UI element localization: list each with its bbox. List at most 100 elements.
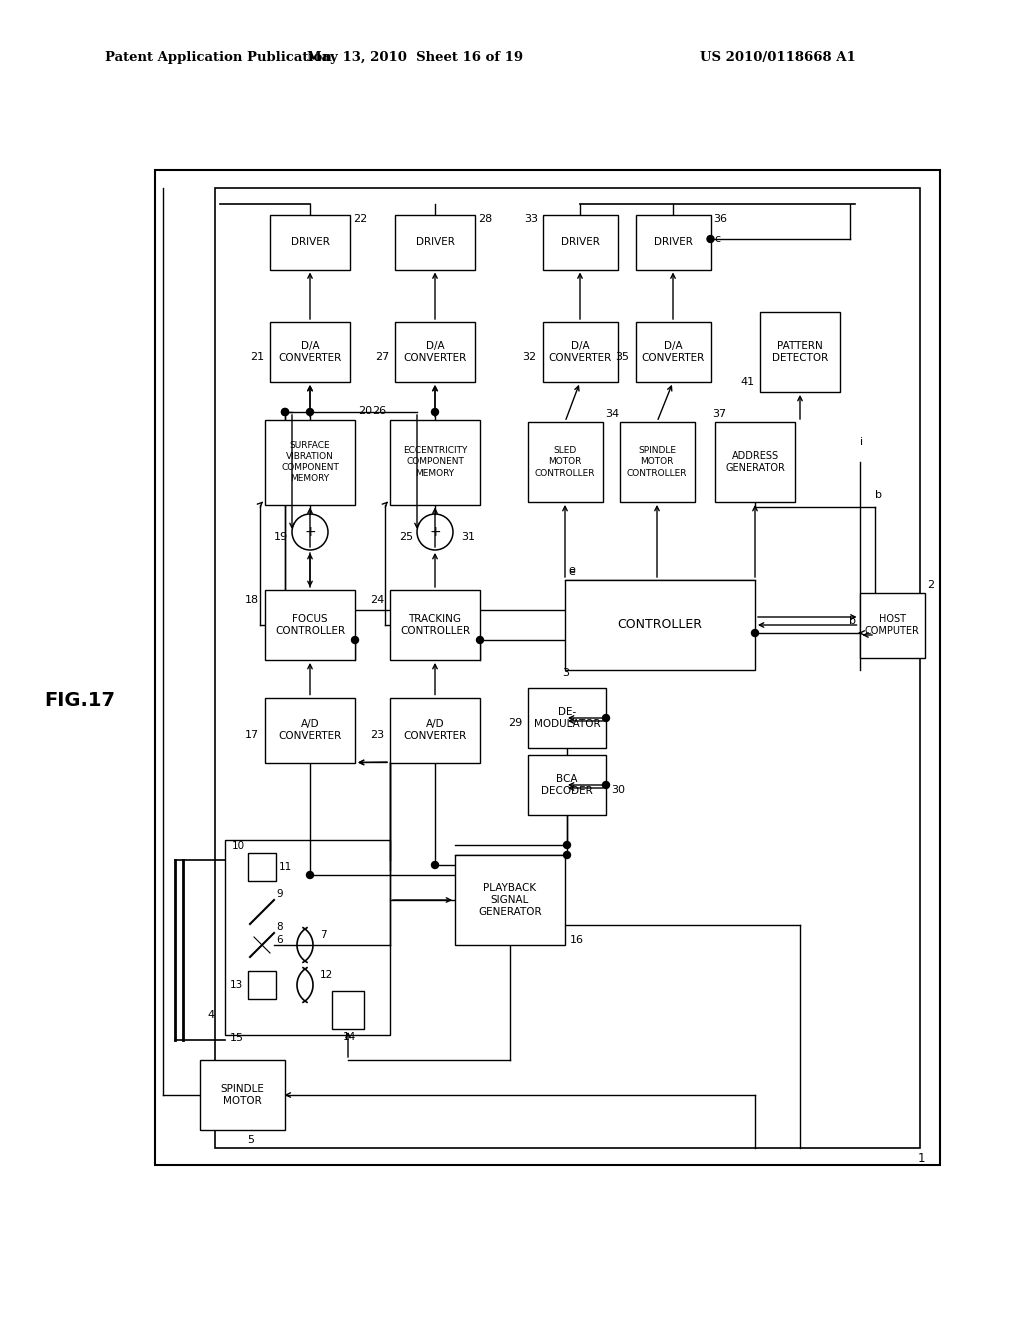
Text: 30: 30 [611,785,625,795]
Circle shape [351,636,358,644]
Text: 3: 3 [562,668,569,678]
Circle shape [563,851,570,858]
Text: PATTERN
DETECTOR: PATTERN DETECTOR [772,341,828,363]
Text: DRIVER: DRIVER [560,238,599,247]
Bar [543,322,617,381]
Bar [636,322,711,381]
Text: DRIVER: DRIVER [291,238,330,247]
Circle shape [431,408,438,416]
Circle shape [476,636,483,644]
Text: 5: 5 [247,1135,254,1144]
Text: 18: 18 [245,595,259,605]
Text: c: c [715,234,721,244]
Bar [395,214,475,269]
Circle shape [282,408,289,416]
Text: CONTROLLER: CONTROLLER [617,619,702,631]
Text: i: i [860,437,863,447]
Text: +: + [429,525,440,539]
Text: SLED
MOTOR
CONTROLLER: SLED MOTOR CONTROLLER [535,446,595,478]
Bar [636,214,711,269]
Bar [395,322,475,381]
Text: HOST
COMPUTER: HOST COMPUTER [864,614,920,636]
Text: D/A
CONVERTER: D/A CONVERTER [641,341,705,363]
Circle shape [282,408,289,416]
Text: 6: 6 [276,935,283,945]
Text: 14: 14 [343,1032,356,1041]
Text: 23: 23 [370,730,384,741]
Bar [760,312,840,392]
Text: e: e [568,568,574,577]
Text: SPINDLE
MOTOR
CONTROLLER: SPINDLE MOTOR CONTROLLER [627,446,687,478]
Text: TRACKING
CONTROLLER: TRACKING CONTROLLER [400,614,470,636]
Text: 34: 34 [605,409,620,418]
Bar [715,422,795,502]
Bar [390,590,480,660]
Text: 10: 10 [231,841,245,851]
Text: A/D
CONVERTER: A/D CONVERTER [279,719,342,742]
Text: A/D
CONVERTER: A/D CONVERTER [403,719,467,742]
Text: D/A
CONVERTER: D/A CONVERTER [403,341,467,363]
Text: 24: 24 [370,595,384,605]
Text: b: b [850,616,856,626]
Text: 27: 27 [375,352,389,362]
Text: SPINDLE
MOTOR: SPINDLE MOTOR [220,1084,264,1106]
Text: 35: 35 [615,352,630,362]
Text: 25: 25 [399,532,413,543]
Text: 28: 28 [478,214,493,224]
Bar [528,688,606,748]
Text: Patent Application Publication: Patent Application Publication [105,51,332,65]
Text: DE-
MODULATOR: DE- MODULATOR [534,706,600,729]
Bar [543,214,617,269]
Bar [215,187,920,1148]
Text: DRIVER: DRIVER [653,238,692,247]
Bar [270,322,350,381]
Bar [265,420,355,504]
Bar [455,855,565,945]
Bar [620,422,694,502]
Text: DRIVER: DRIVER [416,238,455,247]
Text: 36: 36 [714,214,727,224]
Bar [248,972,276,999]
Text: 33: 33 [524,214,539,224]
Text: SURFACE
VIBRATION
COMPONENT
MEMORY: SURFACE VIBRATION COMPONENT MEMORY [281,441,339,483]
Bar [225,840,390,1035]
Bar [200,1060,285,1130]
Text: 32: 32 [522,352,537,362]
Text: 31: 31 [461,532,475,543]
Text: 19: 19 [274,532,288,543]
Bar [528,755,606,814]
Text: 11: 11 [279,862,292,873]
Circle shape [431,862,438,869]
Text: 8: 8 [276,921,283,932]
Text: 20: 20 [358,407,372,417]
Circle shape [752,630,759,636]
Text: 16: 16 [570,935,584,945]
Text: 7: 7 [319,931,327,940]
Text: PLAYBACK
SIGNAL
GENERATOR: PLAYBACK SIGNAL GENERATOR [478,883,542,917]
Text: 22: 22 [353,214,368,224]
Bar [390,420,480,504]
Text: e: e [568,565,574,576]
Text: +: + [304,525,315,539]
Text: 4: 4 [207,1010,214,1020]
Circle shape [707,235,714,243]
Circle shape [602,781,609,788]
Text: D/A
CONVERTER: D/A CONVERTER [549,341,611,363]
Text: ECCENTRICITY
COMPONENT
MEMORY: ECCENTRICITY COMPONENT MEMORY [402,446,467,478]
Text: 17: 17 [245,730,259,741]
Text: 12: 12 [319,970,333,979]
Circle shape [306,871,313,879]
Text: 37: 37 [712,409,726,418]
Text: b: b [874,490,882,500]
Bar [265,697,355,763]
Bar [265,590,355,660]
Bar [248,853,276,880]
Bar [565,579,755,671]
Text: ADDRESS
GENERATOR: ADDRESS GENERATOR [725,451,785,473]
Bar [332,991,364,1030]
Text: BCA
DECODER: BCA DECODER [541,774,593,796]
Text: 13: 13 [230,979,244,990]
Bar [527,422,602,502]
Circle shape [563,842,570,849]
Text: 15: 15 [230,1034,244,1043]
